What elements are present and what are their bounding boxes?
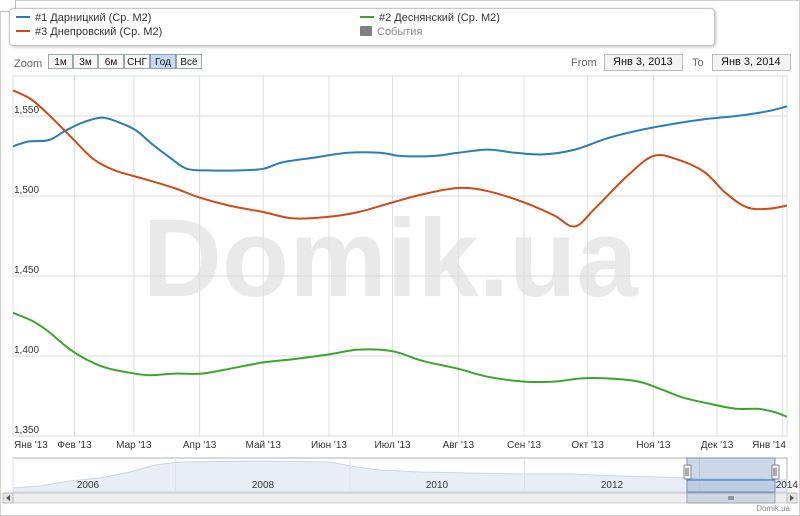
y-tick-label: 1,350 <box>14 425 39 436</box>
y-tick-label: 1,400 <box>14 345 39 356</box>
navigator-year-label: 2012 <box>601 480 624 491</box>
x-tick-label: Апр '13 <box>183 440 217 451</box>
zoom-label: Zoom <box>14 58 43 70</box>
chart-legend: #1 Дарницкий (Ср. М2) #2 Деснянский (Ср.… <box>9 8 715 46</box>
y-tick-label: 1,450 <box>14 265 39 276</box>
navigator-year-label: 2008 <box>252 480 275 491</box>
legend-label: #3 Днепровский (Ср. М2) <box>35 26 163 38</box>
navigator-selection[interactable] <box>686 457 776 493</box>
zoom-button-6m[interactable]: 6м <box>98 54 124 69</box>
x-tick-label: Май '13 <box>246 440 282 451</box>
x-tick-label: Мар '13 <box>116 440 152 451</box>
watermark: Domik.ua <box>142 197 638 320</box>
to-label: To <box>692 57 704 69</box>
navigator-year-label: 2010 <box>426 480 449 491</box>
x-tick-label: Авг '13 <box>443 440 475 451</box>
legend-swatch <box>360 16 374 19</box>
legend-item-desnianskyi[interactable]: #2 Деснянский (Ср. М2) <box>360 12 500 25</box>
arrow-left-icon <box>6 495 10 501</box>
navigator-year-label: 2014 <box>776 480 799 491</box>
from-label: From <box>571 57 597 69</box>
legend-swatch <box>16 30 30 33</box>
navigator-area <box>12 460 788 493</box>
x-tick-label: Сен '13 <box>507 440 542 451</box>
zoom-button-3m[interactable]: 3м <box>73 54 98 69</box>
y-tick-label: 1,550 <box>14 105 39 116</box>
series-line-dniprovskyi[interactable] <box>12 89 788 228</box>
x-tick-label: Дек '13 <box>701 440 734 451</box>
scrollbar-track[interactable] <box>12 492 788 504</box>
series-line-desnianskyi[interactable] <box>12 311 788 418</box>
x-axis: Янв '13 Фев '13 Мар '13 Апр '13 Май '13 Июн '… <box>14 440 786 451</box>
credit-label: Domik.ua <box>756 504 790 513</box>
x-tick-label: Янв '14 <box>752 440 786 451</box>
legend-item-darnytskyi[interactable]: #1 Дарницкий (Ср. М2) <box>16 12 151 25</box>
legend-label: #1 Дарницкий (Ср. М2) <box>35 12 152 24</box>
legend-item-events[interactable]: События <box>360 26 422 39</box>
x-tick-label: Ноя '13 <box>636 440 670 451</box>
zoom-button-year[interactable]: Год <box>150 54 176 69</box>
legend-swatch <box>16 16 30 19</box>
zoom-button-1m[interactable]: 1м <box>48 54 73 69</box>
y-tick-label: 1,500 <box>14 185 39 196</box>
legend-label: #2 Деснянский (Ср. М2) <box>379 12 500 24</box>
y-axis: 1,350 1,400 1,450 1,500 1,550 <box>14 105 39 436</box>
x-tick-label: Янв '13 <box>14 440 48 451</box>
x-tick-label: Июл '13 <box>375 440 412 451</box>
x-tick-label: Окт '13 <box>571 440 604 451</box>
grid-lines <box>12 75 788 437</box>
zoom-button-all[interactable]: Всё <box>176 54 202 69</box>
x-tick-label: Июн '13 <box>311 440 347 451</box>
arrow-right-icon <box>790 495 794 501</box>
events-swatch <box>360 26 372 37</box>
navigator-year-label: 2006 <box>77 480 100 491</box>
series-line-darnytskyi[interactable] <box>12 105 788 172</box>
legend-label: События <box>377 26 423 38</box>
x-tick-label: Фев '13 <box>57 440 92 451</box>
legend-item-dniprovskyi[interactable]: #3 Днепровский (Ср. М2) <box>16 26 162 39</box>
navigator[interactable]: 2006 2008 2010 2012 2014 <box>2 457 799 504</box>
from-date-input[interactable]: Янв 3, 2013 <box>604 54 683 71</box>
zoom-button-ytd[interactable]: СНГ <box>124 54 150 69</box>
to-date-input[interactable]: Янв 3, 2014 <box>712 54 791 71</box>
series-lines <box>12 89 788 418</box>
